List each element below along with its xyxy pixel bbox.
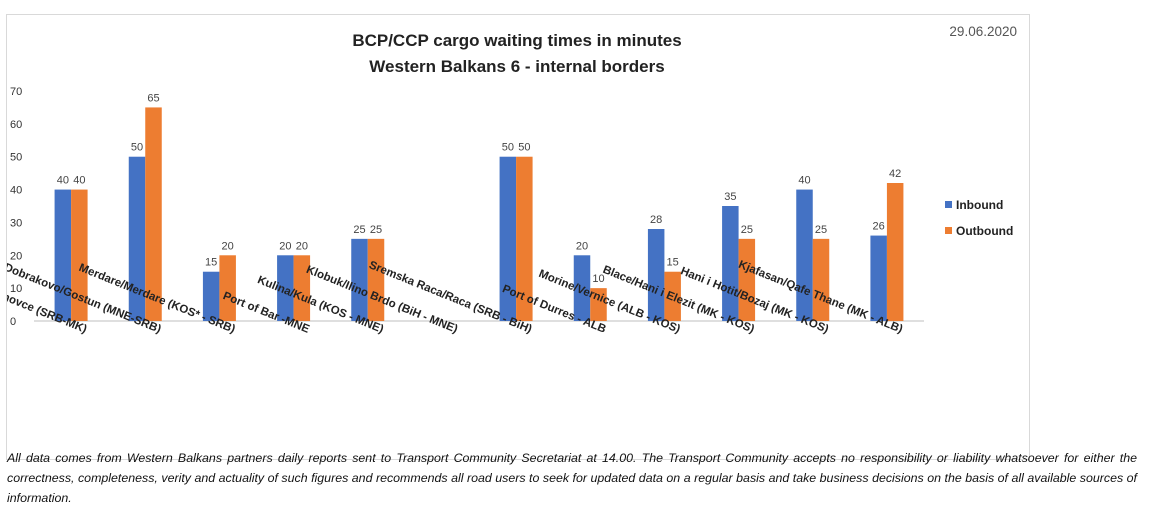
y-tick-label: 20 <box>10 250 22 262</box>
legend-label-inbound: Inbound <box>956 198 1003 212</box>
data-label: 10 <box>592 273 604 285</box>
bar-outbound <box>219 255 236 321</box>
bar-outbound <box>367 238 385 321</box>
disclaimer-footnote: All data comes from Western Balkans part… <box>7 451 1137 505</box>
bar-outbound <box>886 183 904 321</box>
legend: Inbound Outbound <box>945 198 1013 238</box>
chart-date: 29.06.2020 <box>949 24 1017 39</box>
data-label: 26 <box>873 221 885 233</box>
y-tick-label: 40 <box>10 185 22 197</box>
y-tick-label: 60 <box>10 119 22 131</box>
bar-outbound <box>145 107 162 321</box>
chart-title: BCP/CCP cargo waiting times in minutes <box>352 31 681 50</box>
data-label: 20 <box>576 240 588 252</box>
y-tick-label: 70 <box>10 86 22 98</box>
bar-inbound <box>54 189 72 321</box>
bar-chart: BCP/CCP cargo waiting times in minutes W… <box>7 24 1017 336</box>
data-label: 15 <box>667 257 679 269</box>
bar-inbound <box>499 156 517 321</box>
data-label: 40 <box>798 175 810 187</box>
data-label: 25 <box>815 224 827 236</box>
plot-area: 0102030405060704040Presevo/ Tabanovce (S… <box>7 86 924 336</box>
data-label: 40 <box>73 175 85 187</box>
bar-inbound <box>573 255 591 321</box>
data-label: 40 <box>57 175 69 187</box>
legend-swatch-inbound <box>945 201 952 208</box>
bar-inbound <box>647 229 665 321</box>
data-label: 25 <box>741 224 753 236</box>
bar-inbound <box>796 189 813 321</box>
chart-frame: BCP/CCP cargo waiting times in minutes W… <box>6 14 1030 460</box>
bar-outbound <box>664 271 681 321</box>
data-label: 15 <box>205 257 217 269</box>
data-label: 20 <box>296 240 308 252</box>
data-label: 50 <box>131 142 143 154</box>
bar-outbound <box>812 238 830 321</box>
bar-inbound <box>202 271 220 321</box>
bar-outbound <box>738 238 756 321</box>
bar-inbound <box>870 235 887 321</box>
y-tick-label: 30 <box>10 217 22 229</box>
bar-outbound <box>516 156 533 321</box>
legend-swatch-outbound <box>945 227 952 234</box>
data-label: 20 <box>222 240 234 252</box>
legend-label-outbound: Outbound <box>956 224 1013 238</box>
data-label: 28 <box>650 214 662 226</box>
bar-outbound <box>293 255 311 321</box>
data-label: 50 <box>502 142 514 154</box>
data-label: 35 <box>724 191 736 203</box>
bar-inbound <box>351 238 368 321</box>
bar-outbound <box>71 189 88 321</box>
bar-inbound <box>277 255 294 321</box>
data-label: 50 <box>518 142 530 154</box>
chart-subtitle: Western Balkans 6 - internal borders <box>369 57 664 76</box>
bar-inbound <box>722 206 739 321</box>
y-tick-label: 50 <box>10 152 22 164</box>
data-label: 42 <box>889 168 901 180</box>
data-label: 25 <box>353 224 365 236</box>
data-label: 25 <box>370 224 382 236</box>
y-tick-label: 10 <box>10 283 22 295</box>
bar-inbound <box>128 156 146 321</box>
data-label: 65 <box>147 92 159 104</box>
bar-outbound <box>590 288 607 321</box>
data-label: 20 <box>279 240 291 252</box>
y-tick-label: 0 <box>10 316 16 328</box>
